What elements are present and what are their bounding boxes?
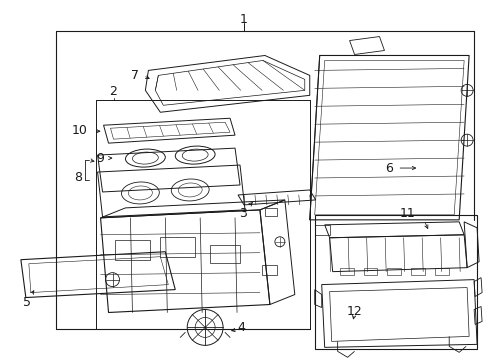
Text: 8: 8	[74, 171, 81, 184]
Text: 1: 1	[240, 13, 247, 26]
Text: 4: 4	[237, 321, 244, 334]
Text: 2: 2	[109, 85, 117, 98]
Text: 9: 9	[97, 152, 104, 165]
Text: 11: 11	[399, 207, 414, 220]
Text: 10: 10	[72, 124, 87, 137]
Text: 3: 3	[239, 207, 246, 220]
Text: 5: 5	[23, 296, 31, 309]
Text: 6: 6	[385, 162, 392, 175]
Text: 7: 7	[131, 69, 139, 82]
Text: 12: 12	[346, 305, 362, 318]
